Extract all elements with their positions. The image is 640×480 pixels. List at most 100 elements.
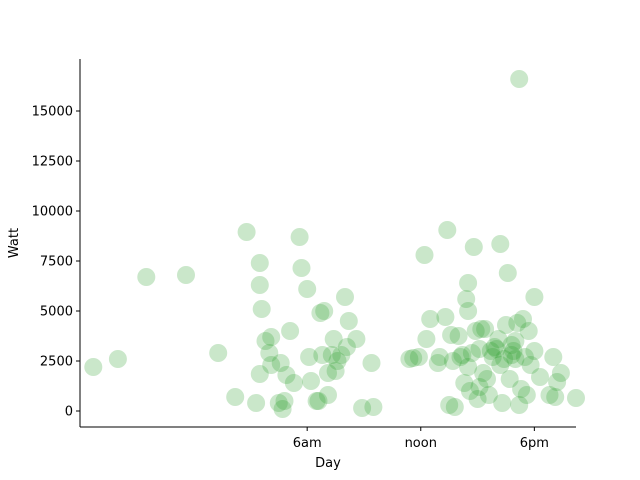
data-point — [290, 228, 309, 246]
data-point — [506, 332, 525, 350]
data-point — [485, 338, 504, 356]
data-point — [409, 348, 428, 366]
data-point — [326, 362, 345, 380]
data-point — [508, 314, 527, 332]
data-point — [309, 392, 328, 410]
data-point — [548, 373, 567, 391]
y-axis-title: Watt — [7, 228, 22, 258]
data-point — [544, 348, 563, 366]
data-point — [260, 344, 279, 362]
data-point — [474, 364, 493, 382]
data-point — [515, 348, 534, 366]
data-point — [298, 280, 317, 298]
y-tick-label: 5000 — [40, 305, 73, 320]
data-point — [430, 348, 449, 366]
data-point — [453, 346, 472, 364]
data-point — [364, 398, 383, 416]
data-point — [491, 356, 510, 374]
data-point — [307, 392, 326, 410]
data-point — [336, 288, 354, 306]
data-point — [404, 349, 423, 367]
y-tick-label: 12500 — [32, 155, 73, 170]
data-point — [256, 332, 275, 350]
data-point — [512, 380, 531, 398]
data-point — [519, 322, 538, 340]
data-point — [417, 330, 436, 348]
data-point — [313, 346, 332, 364]
data-point — [337, 338, 356, 356]
data-point — [551, 364, 570, 382]
points-layer — [84, 70, 585, 418]
data-point — [284, 374, 303, 392]
data-point — [540, 386, 559, 404]
data-point — [271, 354, 290, 372]
y-tick-label: 10000 — [32, 205, 73, 220]
data-point — [531, 368, 549, 386]
data-point — [275, 392, 294, 410]
data-point — [322, 346, 341, 364]
ticks-layer: 6am noon 6pm 0 2500 5000 7500 10000 12500 15000 — [32, 105, 549, 452]
data-point — [319, 386, 337, 404]
data-point — [479, 386, 498, 404]
data-point — [311, 304, 330, 322]
data-point — [497, 316, 515, 334]
data-point — [277, 366, 296, 384]
data-point — [459, 358, 478, 376]
data-point — [421, 310, 440, 328]
data-point — [339, 312, 358, 330]
data-point — [319, 364, 337, 382]
data-point — [438, 221, 457, 239]
data-point — [281, 322, 300, 340]
data-point — [269, 394, 288, 412]
y-tick-label: 2500 — [40, 355, 73, 370]
data-point — [443, 352, 462, 370]
data-point — [400, 350, 419, 368]
data-point — [436, 308, 455, 326]
data-point — [137, 268, 156, 286]
data-point — [502, 346, 521, 364]
data-point — [328, 352, 347, 370]
data-point — [476, 320, 495, 338]
data-point — [324, 330, 343, 348]
data-point — [459, 302, 478, 320]
data-point — [315, 302, 334, 320]
x-tick-label: noon — [405, 436, 437, 451]
data-point — [487, 340, 506, 358]
data-point — [502, 336, 521, 354]
data-point — [455, 374, 474, 392]
data-point — [108, 350, 127, 368]
x-tick-label: 6am — [293, 436, 322, 451]
data-point — [517, 386, 536, 404]
data-point — [237, 223, 256, 241]
data-point — [457, 290, 476, 308]
data-point — [362, 354, 381, 372]
data-point — [506, 350, 525, 368]
data-point — [459, 274, 478, 292]
data-point — [226, 388, 245, 406]
y-tick-label: 7500 — [40, 255, 73, 270]
data-point — [468, 390, 487, 408]
data-point — [353, 399, 372, 417]
data-point — [462, 344, 481, 362]
data-point — [250, 365, 269, 383]
data-point — [300, 348, 319, 366]
data-point — [302, 372, 320, 390]
data-point — [470, 340, 489, 358]
data-point — [451, 348, 470, 366]
data-point — [470, 378, 489, 396]
data-point — [493, 394, 512, 412]
data-point — [209, 344, 228, 362]
y-tick-label: 0 — [65, 405, 73, 420]
data-point — [247, 394, 266, 412]
data-point — [567, 389, 585, 407]
data-point — [481, 342, 500, 360]
data-point — [489, 330, 508, 348]
data-point — [347, 330, 366, 348]
data-point — [250, 276, 269, 294]
data-point — [546, 388, 565, 406]
data-point — [415, 246, 434, 264]
data-point — [525, 288, 544, 306]
data-point — [177, 266, 195, 284]
data-point — [514, 310, 532, 328]
